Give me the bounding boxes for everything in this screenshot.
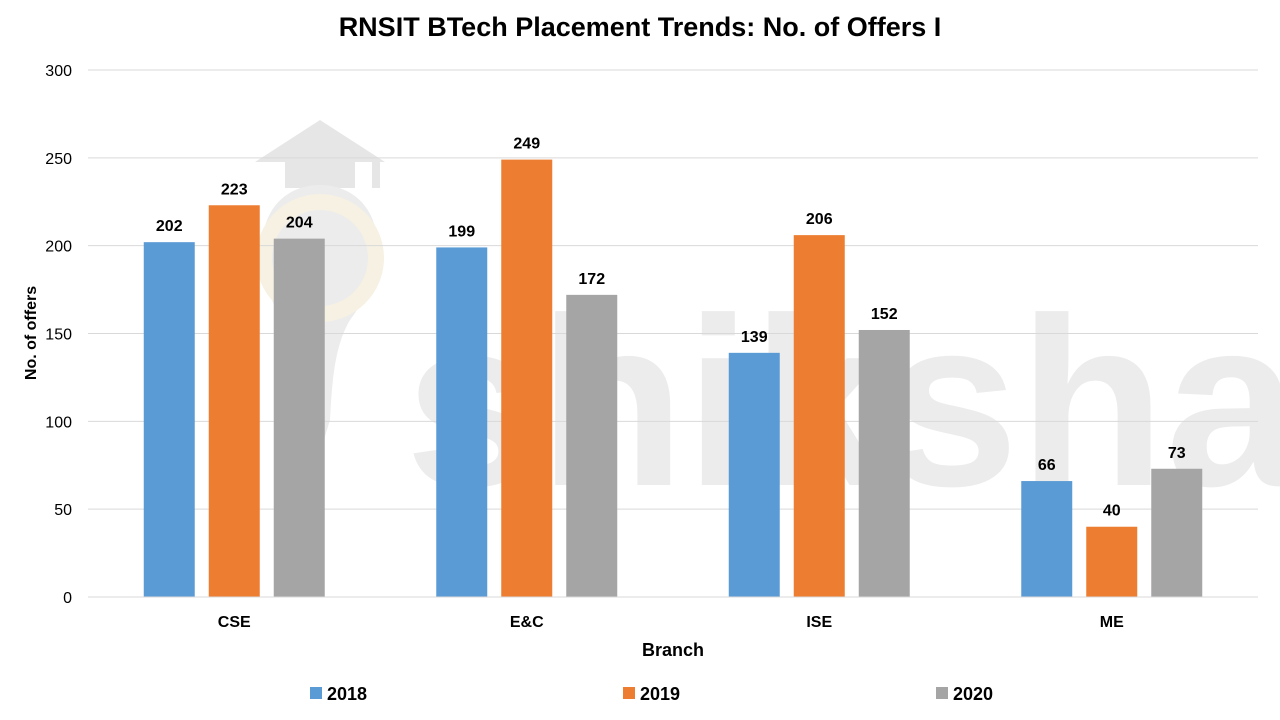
x-tick-label: ME — [1100, 614, 1124, 631]
x-tick-label: CSE — [218, 614, 251, 631]
data-label: 204 — [286, 215, 313, 232]
bar-2019-E&C — [501, 159, 553, 597]
bar-2020-E&C — [566, 294, 618, 597]
bar-2020-ISE — [858, 329, 910, 597]
data-label: 199 — [448, 223, 475, 240]
legend-label: 2018 — [327, 684, 367, 704]
data-label: 206 — [806, 211, 833, 228]
bar-2018-CSE — [143, 242, 195, 598]
data-label: 139 — [741, 329, 768, 346]
data-label: 73 — [1168, 445, 1186, 462]
bar-2018-E&C — [436, 247, 488, 597]
bar-2019-ME — [1086, 526, 1138, 597]
y-tick-label: 50 — [54, 502, 72, 519]
data-label: 202 — [156, 218, 183, 235]
y-tick-label: 0 — [63, 590, 72, 607]
x-axis-label: Branch — [642, 640, 704, 660]
y-tick-label: 300 — [45, 63, 72, 80]
bar-2018-ME — [1021, 481, 1073, 597]
data-label: 172 — [578, 271, 605, 288]
bar-2018-ISE — [728, 352, 780, 597]
bar-2019-ISE — [793, 235, 845, 598]
chart-title: RNSIT BTech Placement Trends: No. of Off… — [338, 12, 942, 42]
legend-swatch-2018 — [310, 687, 322, 699]
bar-2020-CSE — [273, 238, 325, 597]
y-axis-label: No. of offers — [23, 286, 40, 380]
y-tick-label: 100 — [45, 414, 72, 431]
y-tick-label: 150 — [45, 327, 72, 344]
data-label: 66 — [1038, 457, 1056, 474]
legend-label: 2020 — [953, 684, 993, 704]
legend-label: 2019 — [640, 684, 680, 704]
y-tick-label: 250 — [45, 151, 72, 168]
legend: 2018 2019 2020 — [310, 684, 993, 704]
y-tick-label: 200 — [45, 239, 72, 256]
x-tick-label: ISE — [806, 614, 832, 631]
data-label: 40 — [1103, 503, 1121, 520]
data-label: 249 — [513, 136, 540, 153]
data-label: 223 — [221, 181, 248, 198]
legend-swatch-2020 — [936, 687, 948, 699]
legend-swatch-2019 — [623, 687, 635, 699]
x-tick-label: E&C — [510, 614, 544, 631]
data-label: 152 — [871, 306, 898, 323]
bar-2019-CSE — [208, 205, 260, 597]
bar-2020-ME — [1151, 468, 1203, 597]
